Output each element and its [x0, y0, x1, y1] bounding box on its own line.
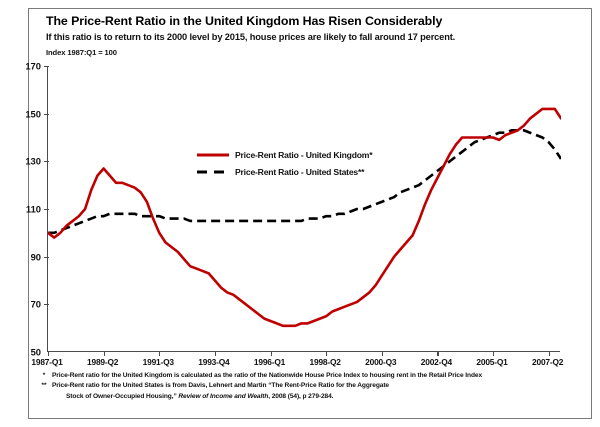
footnotes: * Price-Rent ratio for the United Kingdo… — [36, 371, 584, 402]
footnote-us-continuation: Stock of Owner-Occupied Housing,” Review… — [36, 392, 584, 402]
footnote-us-cont-part1: Stock of Owner-Occupied Housing,” — [66, 392, 179, 400]
y-axis-tick-mark — [44, 161, 49, 163]
x-axis-tick-mark — [103, 351, 105, 356]
y-axis-tick-label: 70 — [30, 298, 41, 310]
y-axis-tick-label: 170 — [25, 60, 41, 72]
y-axis-tick-label: 90 — [30, 251, 41, 263]
x-axis-tick-mark — [381, 351, 383, 356]
plot-area — [44, 66, 561, 356]
legend-swatch-us-dashed — [197, 170, 229, 173]
x-axis-tick-label: 1998-Q2 — [309, 357, 341, 367]
footnote-text-uk: Price-Rent ratio for the United Kingdom … — [52, 372, 483, 379]
x-axis-tick-label: 2007-Q2 — [532, 357, 564, 367]
chart-legend: Price-Rent Ratio - United Kingdom* Price… — [196, 146, 373, 180]
uk-price-rent-line — [48, 107, 561, 328]
chart-title: The Price-Rent Ratio in the United Kingd… — [46, 14, 443, 28]
x-axis-tick-mark — [48, 351, 50, 356]
footnote-us-journal-title: Review of Income and Wealth — [178, 392, 269, 400]
legend-item-uk: Price-Rent Ratio - United Kingdom* — [196, 146, 373, 163]
footnote-us: ** Price-Rent ratio for the United State… — [36, 381, 584, 391]
chart-subtitle: If this ratio is to return to its 2000 l… — [46, 32, 456, 42]
footnote-uk: * Price-Rent ratio for the United Kingdo… — [36, 371, 584, 381]
footnote-us-cont-part2: , 2008 (54), p 279-284. — [268, 392, 334, 400]
y-axis-tick-mark — [44, 66, 49, 68]
x-axis-tick-label: 2002-Q4 — [420, 357, 452, 367]
x-axis-tick-mark — [548, 351, 550, 356]
y-axis-tick-label: 130 — [25, 155, 41, 167]
x-axis-tick-label: 2005-Q1 — [476, 357, 508, 367]
x-axis-tick-label: 2000-Q3 — [365, 357, 397, 367]
y-axis-tick-label: 50 — [30, 346, 41, 358]
x-axis-tick-label: 1991-Q3 — [142, 357, 174, 367]
x-axis-tick-mark — [214, 351, 217, 356]
x-axis-tick-mark — [493, 351, 495, 356]
y-axis-tick-mark — [44, 256, 49, 258]
y-axis-tick-label: 150 — [25, 108, 41, 120]
us-price-rent-line — [48, 129, 561, 235]
y-axis-tick-label: 110 — [25, 203, 41, 215]
y-axis-tick-mark — [44, 304, 49, 306]
legend-label-uk: Price-Rent Ratio - United Kingdom* — [235, 149, 373, 160]
x-axis-tick-mark — [270, 351, 272, 356]
x-axis-tick-mark — [326, 351, 328, 356]
index-base-note: Index 1987:Q1 = 100 — [46, 48, 117, 57]
x-axis-tick-label: 1987-Q1 — [31, 357, 63, 367]
footnote-marker-uk: * — [42, 372, 46, 379]
x-axis-tick-mark — [159, 351, 161, 356]
footnote-marker-us: ** — [41, 382, 47, 390]
series-canvas — [48, 107, 561, 328]
footnote-text-us: Price-Rent ratio for the United States i… — [52, 382, 389, 390]
y-axis-tick-mark — [44, 113, 49, 115]
x-axis-tick-label: 1993-Q4 — [198, 357, 230, 367]
x-axis-tick-label: 1989-Q2 — [87, 357, 119, 367]
y-axis-tick-mark — [44, 209, 49, 211]
legend-label-us: Price-Rent Ratio - United States** — [235, 166, 365, 177]
x-axis-tick-mark — [437, 351, 439, 356]
legend-item-us: Price-Rent Ratio - United States** — [196, 163, 372, 180]
legend-swatch-uk-solid — [197, 153, 229, 156]
x-axis-tick-label: 1996-Q1 — [253, 357, 286, 367]
